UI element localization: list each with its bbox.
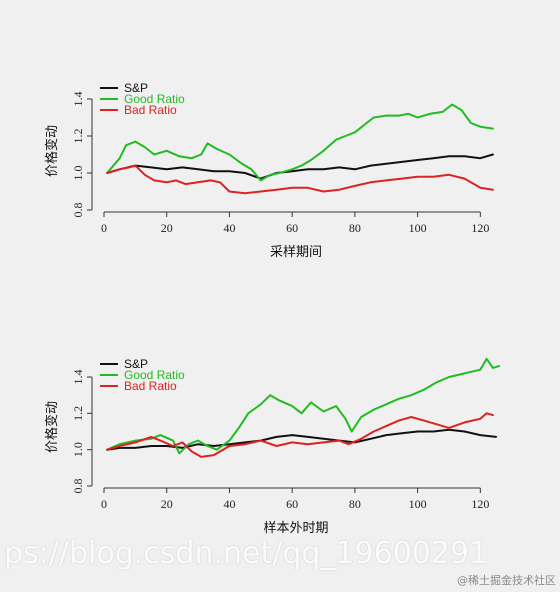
y-tick-label: 1.2 xyxy=(71,406,85,421)
series-line-good-ratio xyxy=(106,103,494,182)
x-tick-label: 40 xyxy=(223,497,235,511)
legend-label: Good Ratio xyxy=(124,92,185,106)
y-axis-title: 价格变动 xyxy=(44,125,60,177)
x-tick-label: 40 xyxy=(223,221,235,235)
y-axis-title: 价格变动 xyxy=(44,401,60,453)
y-tick-label: 1.4 xyxy=(71,370,85,385)
legend-label: S&P xyxy=(124,357,148,371)
y-tick-label: 0.8 xyxy=(71,479,85,494)
x-tick-label: 80 xyxy=(349,497,361,511)
watermark-site-text: @稀土掘金技术社区 xyxy=(457,574,556,587)
x-tick-label: 100 xyxy=(409,221,427,235)
x-tick-label: 60 xyxy=(286,221,298,235)
chart-2: 0 20 40 60 80 100 120 0.8 1.0 1.2 1.4 样本外时期 价格变动 S&PG… xyxy=(44,357,501,536)
x-tick-label: 20 xyxy=(161,221,173,235)
legend-label: S&P xyxy=(124,81,148,95)
x-tick-label: 60 xyxy=(286,497,298,511)
x-tick-label: 0 xyxy=(101,497,107,511)
x-tick-label: 120 xyxy=(471,221,489,235)
x-tick-label: 20 xyxy=(161,497,173,511)
x-tick-label: 120 xyxy=(471,497,489,511)
series-line-s-p xyxy=(106,428,497,451)
series-line-s-p xyxy=(106,153,494,180)
x-tick-label: 80 xyxy=(349,221,361,235)
y-tick-label: 1.2 xyxy=(71,129,85,144)
series-line-bad-ratio xyxy=(106,164,494,195)
chart-1: 0 20 40 60 80 100 120 0.8 1.0 1.2 1.4 采样期间 价格变动 S&PGo… xyxy=(44,81,494,260)
y-tick-label: 1.4 xyxy=(71,92,85,107)
y-tick-label: 1.0 xyxy=(71,442,85,457)
x-axis-title: 采样期间 xyxy=(270,245,322,260)
legend-label: Bad Ratio xyxy=(124,379,177,393)
x-axis-title: 样本外时期 xyxy=(263,521,328,536)
y-tick-label: 1.0 xyxy=(71,166,85,181)
x-tick-label: 100 xyxy=(409,497,427,511)
series-line-good-ratio xyxy=(106,357,501,455)
x-tick-label: 0 xyxy=(101,221,107,235)
series-line-bad-ratio xyxy=(106,412,494,458)
y-tick-label: 0.8 xyxy=(71,203,85,218)
legend-label: Good Ratio xyxy=(124,368,185,382)
legend-label: Bad Ratio xyxy=(124,103,177,117)
